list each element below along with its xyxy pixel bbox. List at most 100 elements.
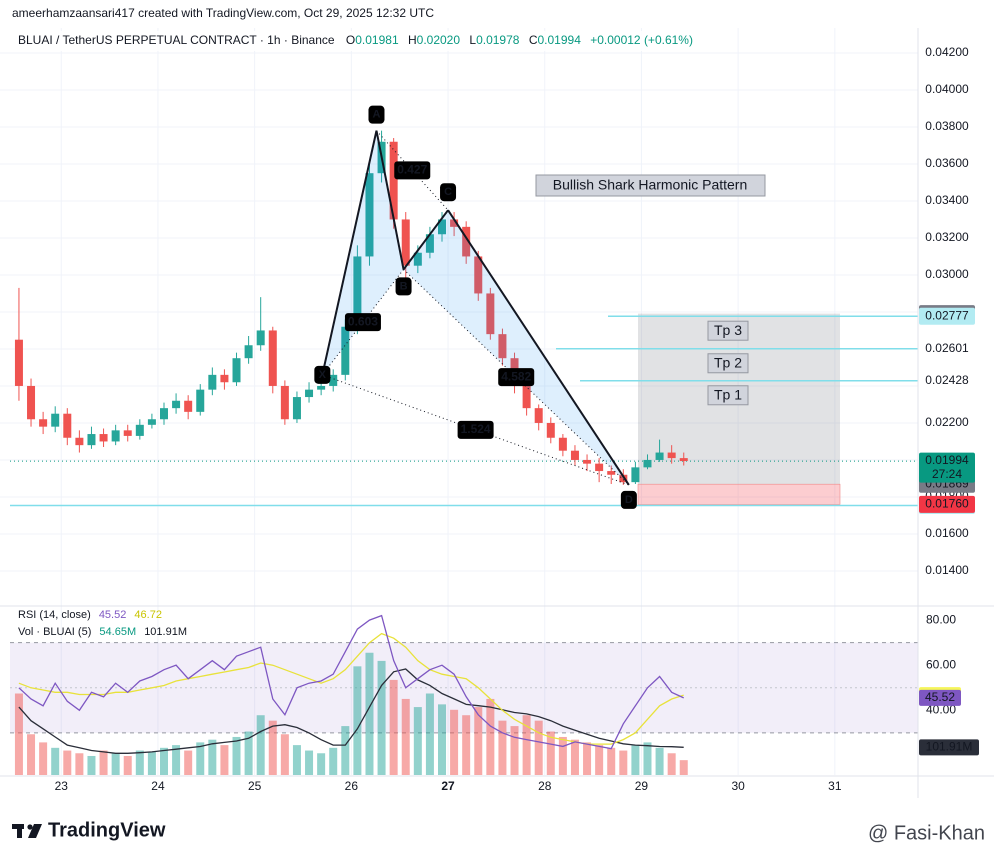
- candle-body: [474, 256, 483, 294]
- pattern-fill: [322, 130, 404, 375]
- volume-bar: [583, 742, 592, 775]
- volume-bar: [27, 734, 36, 775]
- x-tick-label: 25: [248, 779, 262, 793]
- pattern-fill: [403, 210, 629, 485]
- rsi-name: RSI (14, close): [18, 609, 91, 621]
- quote-key: O: [346, 33, 355, 47]
- quote-key: H: [408, 33, 417, 47]
- point-label-bg: [440, 183, 457, 202]
- ratio-label-bg: [394, 161, 431, 180]
- ratio-label-bg: [457, 420, 494, 439]
- volume-bar: [51, 747, 60, 775]
- target-label: Tp 2: [714, 354, 742, 370]
- candle-body: [619, 474, 628, 483]
- rsi-tick-label: 40.00: [926, 702, 956, 716]
- volume-bar: [220, 745, 229, 775]
- volume-bar: [534, 720, 543, 775]
- candle-body: [570, 450, 579, 460]
- legend-bg: [10, 31, 660, 51]
- volume-bar: [305, 750, 314, 775]
- candle-body: [159, 408, 168, 420]
- pattern-leg: [447, 209, 630, 486]
- candle-body: [51, 413, 60, 427]
- rsi-ma-last: 46.72: [134, 609, 162, 621]
- candle-body: [292, 397, 301, 420]
- candle-body: [389, 141, 398, 220]
- x-tick-label: 27: [441, 779, 455, 793]
- volume-bar: [232, 736, 241, 775]
- candle-body: [438, 219, 447, 235]
- candle-body: [679, 458, 688, 462]
- volume-bar: [438, 704, 447, 775]
- volume-bar: [377, 660, 386, 775]
- point-label: A: [373, 109, 381, 121]
- candle-body: [232, 358, 241, 383]
- candle-body: [147, 419, 156, 425]
- point-label-bg: [314, 365, 331, 384]
- candle-body: [305, 389, 314, 398]
- logo-shape: [17, 824, 22, 838]
- target-label-bg: [707, 320, 749, 341]
- x-tick-label: 31: [828, 779, 842, 793]
- candle-body: [595, 463, 604, 472]
- candle-body: [534, 408, 543, 423]
- countdown: 27:24: [932, 467, 962, 481]
- pattern-name-bg: [535, 174, 766, 197]
- volume-bar: [425, 693, 434, 775]
- candle-body: [184, 400, 193, 412]
- x-tick-label: 29: [635, 779, 649, 793]
- candle-body: [63, 413, 72, 438]
- quote-value: 0.01981: [355, 33, 399, 47]
- candle-body: [365, 173, 374, 257]
- quote-value: 0.02020: [417, 33, 461, 47]
- volume-bar: [317, 753, 326, 775]
- logo-shape: [28, 824, 42, 838]
- candle-body: [583, 459, 592, 464]
- pattern-leg: [375, 130, 405, 270]
- candle-body: [655, 452, 664, 460]
- volume-bar: [256, 715, 265, 775]
- rsi-tick-label: 80.00: [926, 612, 956, 626]
- volume-bar: [341, 726, 350, 775]
- candle-body: [172, 400, 181, 409]
- volume-bar: [510, 726, 519, 775]
- volume-ma-last: 101.91M: [144, 626, 187, 638]
- volume-bar: [498, 720, 507, 775]
- y-tick-label: 0.03200: [925, 230, 969, 244]
- quote-value: 0.01994: [537, 33, 581, 47]
- candle-body: [268, 330, 277, 386]
- volume-bar: [353, 666, 362, 775]
- volume-bar: [655, 747, 664, 775]
- price-tag: 0.02428: [925, 373, 969, 387]
- candle-body: [196, 389, 205, 412]
- volume-bar: [159, 747, 168, 775]
- volume-bar: [268, 720, 277, 775]
- volume-bar: [39, 742, 48, 775]
- rsi-last: 45.52: [99, 609, 127, 621]
- candle-body: [546, 422, 555, 438]
- point-label-bg: [395, 277, 412, 296]
- volume-bar: [679, 760, 688, 775]
- volume-bar: [365, 652, 374, 775]
- volume-bar: [522, 715, 531, 775]
- volume-ma-line: [18, 668, 684, 754]
- y-tick-label: 0.01400: [925, 563, 969, 577]
- indicator-tag-bg: [919, 689, 961, 706]
- volume-bar: [401, 698, 410, 775]
- candle-body: [486, 293, 495, 335]
- candle-body: [667, 452, 676, 459]
- candle-body: [317, 385, 326, 390]
- volume-last: 54.65M: [99, 626, 136, 638]
- candle-body: [329, 374, 338, 386]
- rsi-tick-label: 60.00: [926, 657, 956, 671]
- candle-body: [75, 437, 84, 446]
- y-tick-label: 0.01600: [925, 526, 969, 540]
- candle-body: [135, 424, 144, 436]
- quote-key: L: [469, 33, 476, 47]
- volume-bar: [329, 747, 338, 775]
- x-tick-label: 28: [538, 779, 552, 793]
- pattern-leg: [402, 209, 449, 270]
- volume-bar: [63, 750, 72, 775]
- candle-body: [220, 374, 229, 383]
